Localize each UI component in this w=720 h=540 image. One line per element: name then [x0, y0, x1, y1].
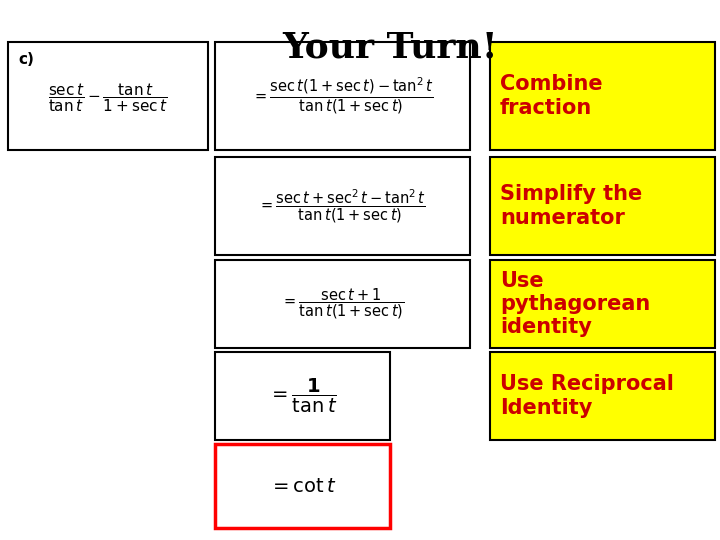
Bar [490, 157, 715, 255]
Bar [215, 352, 390, 440]
Text: $\dfrac{\sec t}{\tan t} - \dfrac{\tan t}{1+\sec t}$: $\dfrac{\sec t}{\tan t} - \dfrac{\tan t}… [48, 82, 168, 114]
Bar [490, 260, 715, 348]
Text: $= \dfrac{\sec t + 1}{\tan t(1+\sec t)}$: $= \dfrac{\sec t + 1}{\tan t(1+\sec t)}$ [281, 287, 404, 321]
Text: Simplify the
numerator: Simplify the numerator [500, 184, 642, 227]
Bar [215, 157, 470, 255]
Bar [8, 42, 208, 150]
Text: $= \dfrac{\sec t(1+\sec t) - \tan^{2} t}{\tan t(1+\sec t)}$: $= \dfrac{\sec t(1+\sec t) - \tan^{2} t}… [251, 76, 433, 116]
Bar [215, 260, 470, 348]
Bar [490, 42, 715, 150]
Bar [215, 444, 390, 528]
Text: $= \cot t$: $= \cot t$ [269, 476, 336, 496]
Bar [215, 42, 470, 150]
Text: $= \dfrac{\sec t + \sec^{2} t - \tan^{2} t}{\tan t(1+\sec t)}$: $= \dfrac{\sec t + \sec^{2} t - \tan^{2}… [258, 187, 426, 225]
Text: Combine
fraction: Combine fraction [500, 75, 603, 118]
Text: Use
pythagorean
identity: Use pythagorean identity [500, 271, 650, 337]
Text: c): c) [18, 52, 34, 67]
Text: Your Turn!: Your Turn! [282, 30, 498, 64]
Text: Use Reciprocal
Identity: Use Reciprocal Identity [500, 374, 674, 417]
Text: $= \dfrac{\mathbf{1}}{\tan t}$: $= \dfrac{\mathbf{1}}{\tan t}$ [268, 377, 337, 415]
Bar [490, 352, 715, 440]
